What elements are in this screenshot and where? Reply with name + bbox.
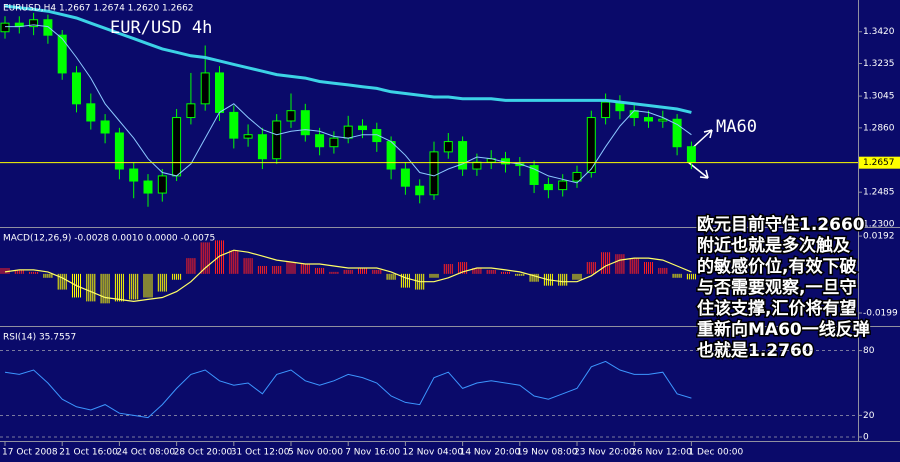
candle-body — [86, 103, 96, 122]
y-tick-label: 1.2485 — [863, 188, 895, 198]
candle-body — [529, 165, 539, 185]
candle-body — [315, 134, 325, 148]
x-tick-label: 28 Oct 20:00 — [174, 448, 233, 458]
x-tick-label: 14 Nov 20:00 — [460, 448, 521, 458]
note-line: 也就是1.2760 — [697, 340, 814, 361]
candle-body — [43, 19, 53, 36]
moving-average — [4, 4, 692, 114]
y-tick-label: 0.0192 — [863, 232, 895, 242]
candle-body — [229, 111, 239, 139]
candle-body — [72, 72, 81, 105]
candle-body — [601, 101, 611, 119]
candle-body — [386, 141, 396, 170]
candle-body — [343, 125, 353, 139]
price-label-box — [859, 156, 900, 169]
candle-body — [157, 175, 167, 194]
candle-body — [429, 151, 439, 196]
y-tick-label: 20 — [863, 411, 875, 421]
candle-body — [0, 22, 10, 33]
candle-body — [415, 185, 425, 196]
candle-body — [215, 72, 224, 113]
x-tick-label: 24 Oct 08:00 — [116, 448, 175, 458]
candle-body — [672, 118, 682, 148]
x-tick-label: 19 Nov 08:00 — [517, 448, 578, 458]
candle-body — [129, 168, 139, 182]
candle-body — [658, 118, 668, 122]
y-tick-label: 1.3420 — [863, 27, 895, 37]
note-line: 欧元目前守住1.2660 — [697, 214, 865, 235]
candle-body — [29, 19, 39, 28]
signal-line — [4, 249, 692, 303]
x-tick-label: 17 Oct 2008 — [2, 448, 58, 458]
candle-body — [558, 180, 568, 191]
x-tick-label: 26 Nov 12:00 — [631, 448, 692, 458]
candle-body — [243, 134, 253, 139]
y-tick-label: 80 — [863, 346, 875, 356]
candle-body — [57, 34, 67, 74]
moving-average — [5, 24, 692, 184]
rsi-line — [4, 360, 692, 419]
x-tick-label: 31 Oct 12:00 — [231, 448, 290, 458]
panel-header: MACD(12,26,9) -0.0028 0.0010 0.0000 -0.0… — [3, 234, 215, 244]
price-label: 1.2657 — [863, 158, 895, 168]
panel-header: RSI(14) 35.7557 — [3, 333, 76, 343]
candle-body — [443, 141, 453, 153]
candle-body — [143, 180, 153, 194]
note-line: 住该支撑,汇价将有望 — [697, 298, 856, 319]
candle-body — [257, 134, 267, 160]
candle-body — [172, 117, 182, 177]
x-tick-label: 7 Nov 16:00 — [345, 448, 400, 458]
candle-body — [572, 171, 582, 182]
x-tick-label: 23 Nov 20:00 — [574, 448, 635, 458]
candle-body — [186, 103, 196, 119]
candle-body — [686, 146, 696, 163]
candle-body — [543, 183, 553, 191]
x-tick-label: 5 Nov 00:00 — [288, 448, 343, 458]
panel-frames — [0, 0, 900, 442]
candle-body — [114, 132, 124, 170]
candle-body — [400, 168, 410, 187]
candle-body — [329, 137, 339, 148]
candle-body — [272, 120, 282, 160]
candle-body — [644, 117, 653, 122]
y-tick-label: -0.0199 — [863, 309, 898, 319]
candle-body — [472, 161, 482, 170]
candle-body — [372, 129, 382, 143]
y-tick-label: 1.3235 — [863, 59, 895, 69]
candle-body — [300, 110, 310, 136]
y-tick-label: 1.2860 — [863, 123, 895, 133]
y-tick-label: 1.2300 — [863, 219, 895, 229]
candle-body — [200, 72, 210, 105]
candle-body — [458, 141, 468, 170]
note-line: 的敏感价位,有效下破 — [697, 256, 856, 277]
panel-header: EURUSD,H4 1.2667 1.2674 1.2620 1.2662 — [3, 4, 194, 14]
x-tick-label: 1 Dec 00:00 — [688, 448, 743, 458]
candle-body — [286, 110, 296, 122]
y-tick-label: 0 — [863, 433, 869, 443]
x-tick-label: 12 Nov 04:00 — [402, 448, 463, 458]
candle-body — [358, 125, 367, 131]
annotation: EUR/USD 4h — [110, 18, 212, 38]
x-tick-label: 21 Oct 16:00 — [59, 448, 118, 458]
y-tick-label: 1.3045 — [863, 92, 895, 102]
note-line: 附近也就是多次触及 — [697, 235, 851, 256]
candle-body — [100, 120, 110, 134]
note-line: 与否需要观察,一旦守 — [697, 277, 856, 298]
candle-body — [586, 117, 596, 173]
series-label: MA60 — [716, 117, 757, 137]
note-line: 重新向MA60一线反弹 — [697, 319, 870, 340]
